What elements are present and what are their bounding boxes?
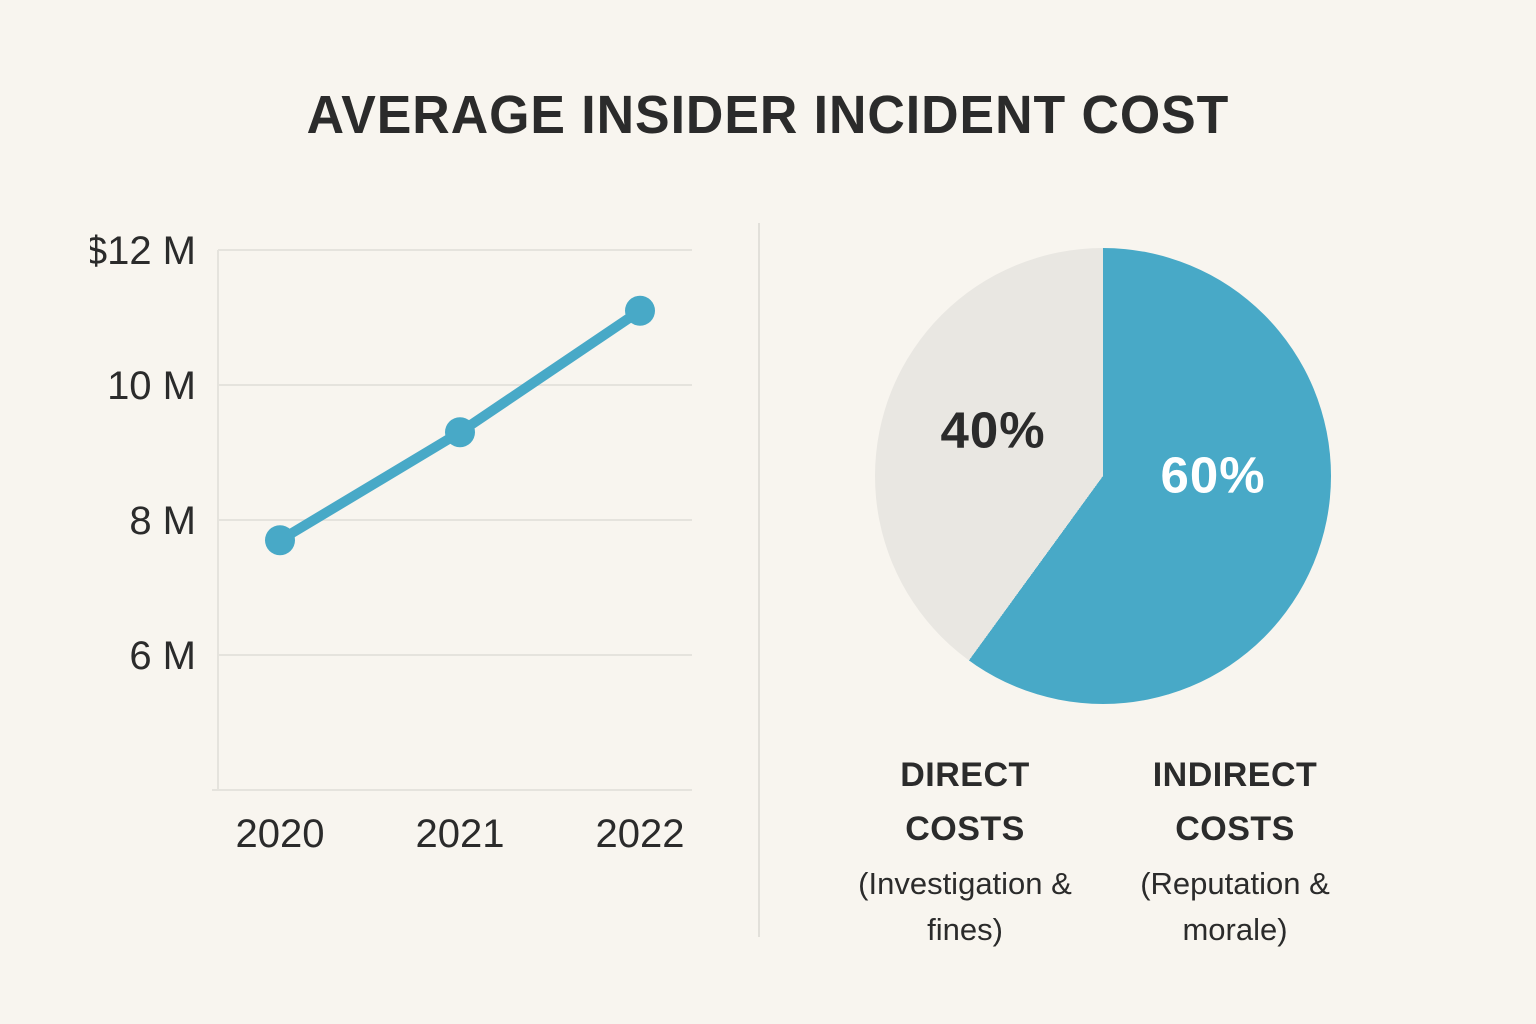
pie-label-indirect-pct: 60% xyxy=(1160,446,1266,504)
pie-graphic: 40% 60% xyxy=(875,248,1331,704)
legend-direct-subtitle: (Investigation & fines) xyxy=(858,865,1072,948)
pie-legend: DIRECT COSTS (Investigation & fines) IND… xyxy=(830,748,1370,954)
y-axis-tick-label: 6 M xyxy=(129,634,196,678)
x-axis-tick-label: 2021 xyxy=(416,812,505,856)
legend-item-indirect: INDIRECT COSTS (Reputation & morale) xyxy=(1100,748,1370,954)
legend-indirect-title: INDIRECT COSTS xyxy=(1152,756,1318,849)
y-axis-tick-label: $12 M xyxy=(90,230,196,273)
pie-label-direct-pct: 40% xyxy=(940,401,1046,459)
legend-indirect-subtitle: (Reputation & morale) xyxy=(1140,865,1330,948)
line-chart-svg: $12 M 10 M 8 M 6 M 2020 2021 2022 xyxy=(90,230,692,856)
y-axis-tick-label: 8 M xyxy=(129,499,196,543)
legend-item-direct: DIRECT COSTS (Investigation & fines) xyxy=(830,748,1100,954)
legend-direct-title: DIRECT COSTS xyxy=(900,756,1030,849)
x-axis-tick-label: 2020 xyxy=(236,812,325,856)
data-point-2020 xyxy=(265,525,295,556)
page-title: AVERAGE INSIDER INCIDENT COST xyxy=(306,85,1230,145)
y-axis-tick-label: 10 M xyxy=(107,364,196,408)
x-axis-tick-label: 2022 xyxy=(596,812,685,856)
chart-divider xyxy=(758,223,760,937)
data-point-2022 xyxy=(625,295,655,326)
data-point-2021 xyxy=(445,417,475,448)
line-chart: $12 M 10 M 8 M 6 M 2020 2021 2022 xyxy=(90,230,770,910)
